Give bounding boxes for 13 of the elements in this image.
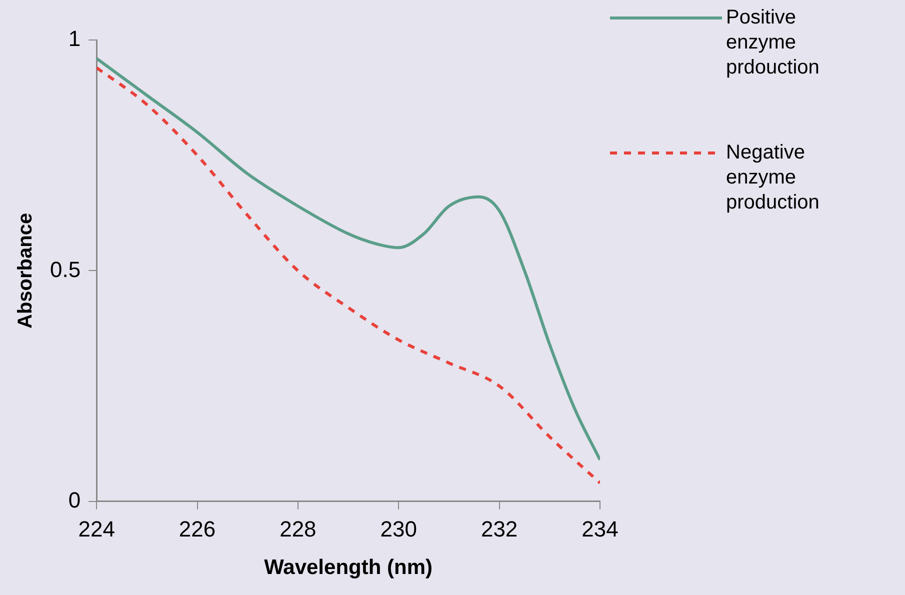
text: Positive enzyme prdouction (726, 6, 820, 79)
x-tick-label: 234 (582, 516, 618, 542)
x-tick-label: 232 (480, 516, 518, 542)
x-tick-label: 228 (280, 516, 316, 542)
x-tick-label: 226 (178, 516, 216, 542)
x-tick-label: 230 (380, 516, 417, 542)
y-axis-title: Absorbance (14, 212, 37, 328)
y-tick-label: 0 (68, 487, 81, 512)
x-tick-label: 224 (78, 516, 115, 542)
x-axis-title: Wavelength (nm) (264, 556, 432, 580)
y-tick-label: 0.5 (50, 256, 81, 282)
text: Negative enzyme production (726, 142, 820, 214)
y-tick-label: 1 (68, 26, 81, 52)
